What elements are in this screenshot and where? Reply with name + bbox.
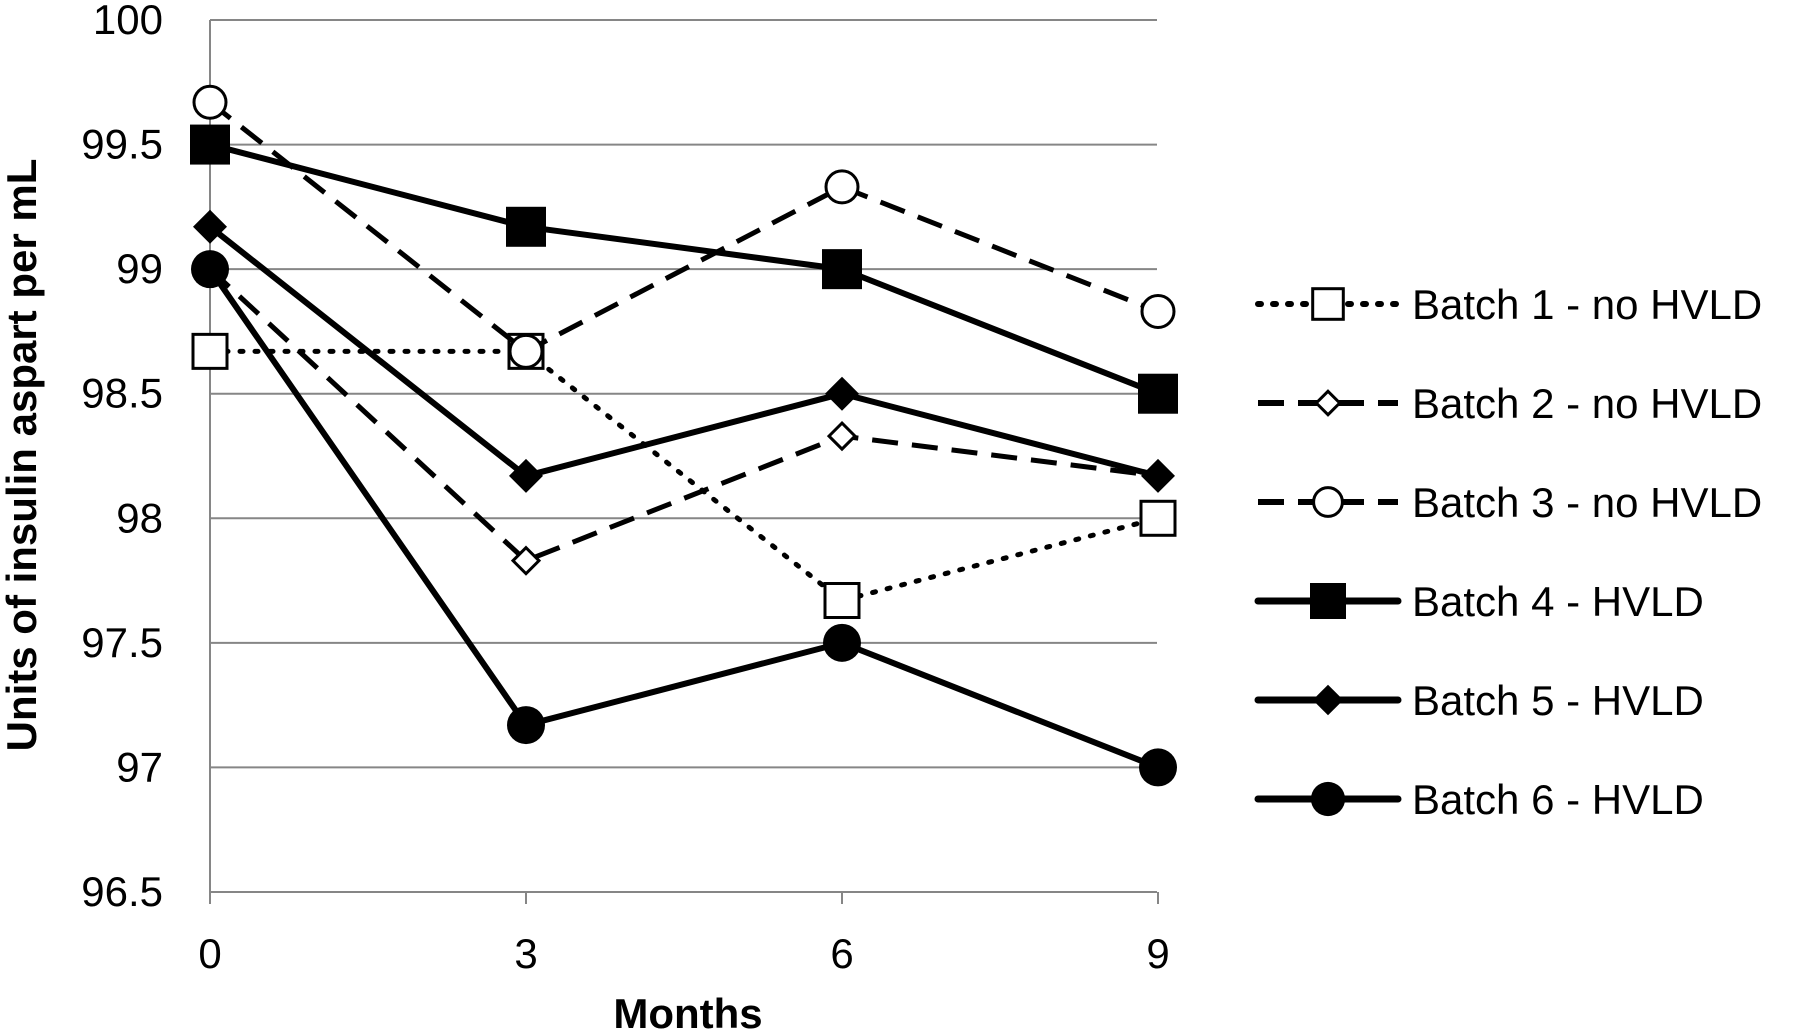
filled-square-marker (1310, 583, 1346, 619)
x-tick-label: 3 (514, 930, 537, 977)
filled-diamond-marker (825, 376, 859, 411)
legend: Batch 1 - no HVLD Batch 2 - no HVLD Batch … (1254, 281, 1762, 823)
filled-circle-marker (191, 250, 229, 289)
open-diamond-marker (826, 420, 858, 452)
x-tick-label: 6 (830, 930, 853, 977)
legend-label: Batch 6 - HVLD (1412, 776, 1704, 823)
y-tick-label: 97 (116, 743, 163, 790)
legend-label: Batch 1 - no HVLD (1412, 281, 1762, 328)
series-line (208, 100, 1159, 354)
filled-circle-marker (507, 706, 545, 745)
filled-square-marker (190, 124, 230, 165)
open-circle-marker (192, 84, 228, 120)
filled-square-marker (822, 249, 862, 290)
legend-item: Batch 3 - no HVLD (1258, 479, 1762, 526)
legend-item: Batch 5 - HVLD (1254, 677, 1704, 724)
filled-diamond-marker (193, 209, 227, 244)
legend-label: Batch 4 - HVLD (1412, 578, 1704, 625)
x-tick-label: 9 (1146, 930, 1169, 977)
filled-diamond-marker (1312, 684, 1344, 716)
open-circle-marker (508, 333, 544, 369)
y-tick-label: 97.5 (81, 619, 163, 666)
filled-circle-marker (1139, 748, 1177, 787)
open-circle-marker (824, 169, 860, 205)
series-line (208, 267, 1159, 564)
axes (209, 20, 1159, 904)
legend-item: Batch 2 - no HVLD (1258, 380, 1762, 427)
y-tick-label: 98.5 (81, 370, 163, 417)
y-tick-labels: 96.5 97 97.5 98 98.5 99 99.5 100 (81, 0, 163, 915)
open-diamond-marker (1314, 389, 1342, 417)
y-axis-title: Units of insulin aspart per mL (0, 159, 45, 752)
legend-item: Batch 1 - no HVLD (1255, 281, 1762, 328)
series-group (190, 84, 1178, 787)
x-axis-title: Months (613, 990, 762, 1032)
open-diamond-marker (510, 545, 542, 576)
y-tick-label: 100 (93, 0, 163, 43)
legend-label: Batch 5 - HVLD (1412, 677, 1704, 724)
x-tick-labels: 0 3 6 9 (198, 930, 1169, 977)
y-tick-label: 98 (116, 494, 163, 541)
filled-diamond-marker (509, 458, 543, 493)
open-square-marker (191, 332, 229, 370)
series-line (207, 266, 1161, 771)
open-square-marker (823, 582, 861, 620)
series-line (207, 223, 1161, 479)
open-square-marker (1311, 287, 1345, 321)
legend-item: Batch 6 - HVLD (1254, 776, 1704, 823)
filled-square-marker (1138, 373, 1178, 414)
series-batch-3-no-hvld (192, 84, 1176, 369)
series-batch-6-hvld (191, 250, 1177, 787)
legend-item: Batch 4 - HVLD (1254, 578, 1704, 625)
series-batch-4-hvld (190, 124, 1178, 414)
open-square-marker (1139, 499, 1177, 537)
series-batch-1-no-hvld (191, 332, 1177, 620)
filled-square-marker (506, 206, 546, 247)
legend-label: Batch 3 - no HVLD (1412, 479, 1762, 526)
x-tick-label: 0 (198, 930, 221, 977)
filled-diamond-marker (1141, 458, 1175, 493)
y-tick-label: 99.5 (81, 121, 163, 168)
y-tick-label: 96.5 (81, 868, 163, 915)
open-circle-marker (1140, 293, 1176, 329)
series-line (207, 141, 1161, 397)
series-batch-2-no-hvld (194, 254, 1174, 576)
open-circle-marker (1312, 486, 1344, 518)
y-tick-label: 99 (116, 245, 163, 292)
filled-circle-marker (1310, 781, 1346, 817)
legend-label: Batch 2 - no HVLD (1412, 380, 1762, 427)
filled-circle-marker (823, 623, 861, 662)
series-batch-5-hvld (193, 209, 1175, 493)
